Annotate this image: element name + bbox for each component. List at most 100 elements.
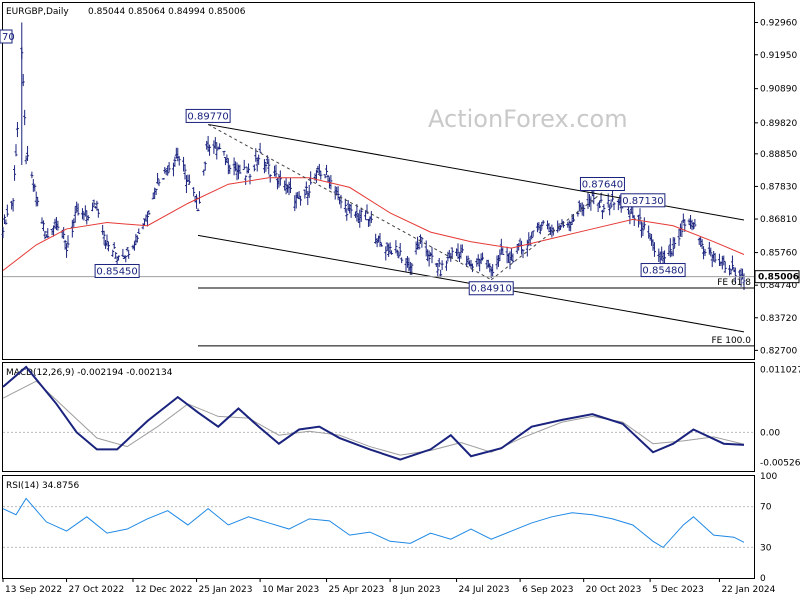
price-y-tick-label: 0.85760 [760, 249, 797, 259]
ohlc-bar [349, 204, 353, 218]
price-y-tick-label: 0.92960 [760, 18, 797, 28]
ohlc-bar [135, 235, 139, 243]
rsi-pane [2, 497, 754, 549]
ohlc-bar [228, 164, 232, 174]
ohlc-bar [244, 175, 248, 185]
ohlc-bar [521, 249, 525, 259]
price-annotation-box [468, 281, 514, 296]
ohlc-bar [307, 184, 311, 198]
ohlc-bar [460, 244, 464, 254]
ohlc-bar [56, 220, 60, 231]
ohlc-bar [105, 234, 109, 247]
ohlc-bar [143, 218, 147, 226]
ohlc-bar [709, 247, 713, 257]
ohlc-bar [145, 211, 149, 227]
macd-y-tick-label: 0.00 [760, 428, 780, 438]
x-tick-label: 25 Apr 2023 [329, 585, 385, 595]
macd-pane-frame [2, 362, 755, 472]
ohlc-bar [124, 255, 128, 263]
rsi-y-tick-label: 100 [760, 472, 777, 482]
ohlc-bar [153, 187, 157, 199]
ohlc-bar [41, 220, 45, 232]
ohlc-bar [137, 228, 141, 234]
price-annotation-label: 0.85480 [642, 266, 683, 277]
ohlc-bar [252, 164, 256, 172]
x-tick-label: 20 Oct 2023 [586, 585, 642, 595]
ohlc-bar [739, 268, 743, 287]
ohlc-bar [288, 177, 292, 194]
ohlc-bar [5, 204, 9, 217]
ohlc-bar [722, 255, 726, 266]
price-annotation-label: 0.85450 [96, 266, 137, 277]
ohlc-bar [76, 203, 80, 216]
ohlc-bar [264, 161, 268, 172]
ohlc-bar [359, 207, 363, 222]
price-annotation-label: 0.87640 [582, 180, 623, 191]
ohlc-bar [677, 228, 681, 246]
ohlc-bar [388, 242, 392, 255]
ohlc-bar [397, 252, 401, 259]
ohlc-bar [713, 252, 717, 263]
ohlc-bar [114, 252, 118, 259]
ohlc-bar [491, 264, 495, 277]
ohlc-bar [437, 257, 441, 268]
ohlc-bar [540, 221, 544, 230]
ohlc-readout: 0.85044 0.85064 0.84994 0.85006 [88, 7, 246, 17]
ohlc-bar [187, 174, 191, 185]
ohlc-bar [66, 235, 70, 248]
ohlc-bar [167, 161, 171, 173]
macd-signal-line [2, 380, 745, 456]
ohlc-bar [30, 171, 34, 179]
price-y-tick-label: 0.88850 [760, 150, 797, 160]
ohlc-bar [663, 250, 667, 265]
ohlc-bar [430, 247, 434, 264]
price-y-tick-label: 0.90890 [760, 85, 797, 95]
ohlc-bar [395, 249, 399, 256]
ohlc-bar [364, 210, 368, 221]
ohlc-bar [343, 198, 347, 213]
ohlc-bar [257, 154, 261, 165]
ohlc-bar [611, 189, 615, 202]
ohlc-bar [598, 200, 602, 209]
ohlc-bar [325, 164, 329, 176]
rsi-y-tick-label: 0 [760, 574, 766, 584]
ohlc-bar [192, 187, 196, 197]
ohlc-bar [668, 238, 672, 258]
ohlc-bar [203, 161, 207, 171]
ohlc-bar [703, 248, 707, 256]
ohlc-bar [163, 167, 167, 174]
ohlc-bar [147, 210, 151, 216]
ohlc-bar [723, 261, 727, 273]
ohlc-bar [125, 247, 129, 252]
ohlc-bar [154, 188, 158, 196]
ohlc-bar [559, 224, 563, 230]
ohlc-bar [323, 174, 327, 179]
ohlc-bar [4, 219, 8, 225]
macd-y-tick-label: 0.011027 [760, 366, 800, 376]
ohlc-bar [683, 219, 687, 232]
ohlc-bar [632, 215, 636, 227]
price-y-tick-label: 0.84740 [760, 281, 797, 291]
price-annotation-label: 0.84910 [471, 284, 512, 295]
ohlc-bar [375, 238, 379, 248]
current-price-tag-label: 0.85006 [758, 273, 799, 283]
ohlc-bar [561, 221, 565, 228]
ohlc-bar [450, 247, 454, 259]
x-tick-label: 12 Dec 2022 [135, 585, 193, 595]
x-tick-label: 10 Mar 2023 [262, 585, 319, 595]
price-pane: FE 61.8 FE 100.0 0.89770 0.85450 0.84910 0.87… [0, 22, 754, 347]
ohlc-bar [400, 257, 404, 264]
ohlc-bar [538, 225, 542, 235]
ohlc-bar [693, 218, 697, 228]
ohlc-bar [582, 204, 586, 217]
ohlc-bar [436, 262, 440, 277]
ohlc-bar [242, 159, 246, 171]
ohlc-bar [96, 208, 100, 218]
price-pane-title: EURGBP,Daily [6, 7, 69, 17]
macd-pane [2, 365, 754, 461]
ohlc-bar [456, 243, 460, 260]
rsi-y-tick-label: 70 [760, 503, 772, 513]
fe-level-label: FE 61.8 [717, 278, 751, 288]
price-annotation-label: 0.87130 [622, 196, 663, 207]
